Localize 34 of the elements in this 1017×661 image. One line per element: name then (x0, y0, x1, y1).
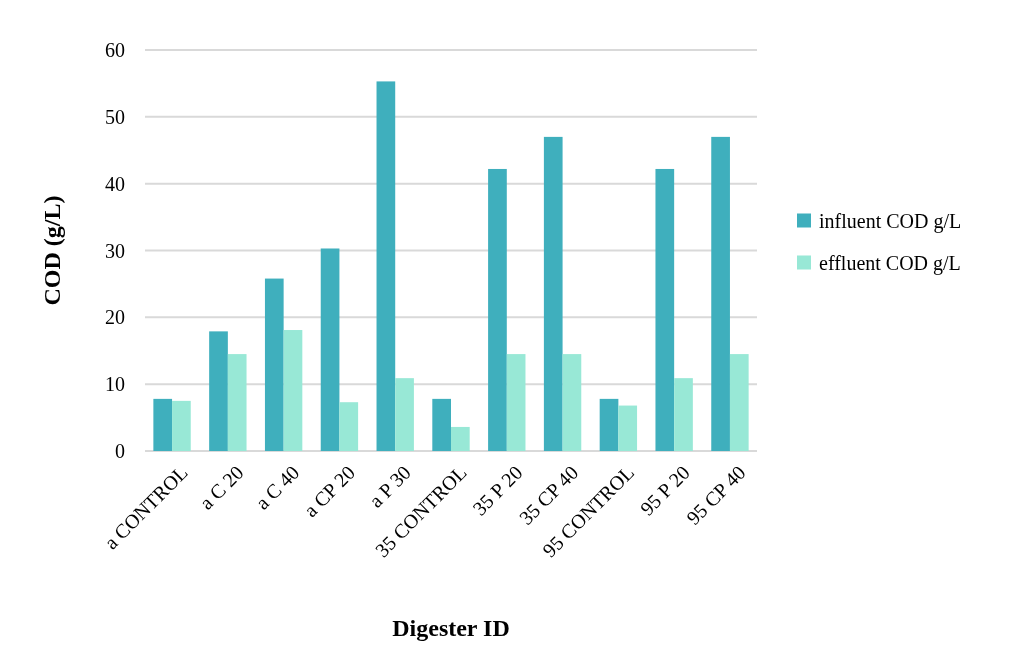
y-tick-label: 30 (105, 239, 125, 262)
bar (432, 398, 451, 451)
bar (264, 278, 284, 451)
y-tick-label: 0 (115, 440, 125, 462)
bar (655, 168, 675, 451)
bar (283, 330, 303, 451)
legend-label: effluent COD g/L (819, 251, 961, 275)
bar (674, 378, 693, 451)
bar (451, 426, 470, 451)
bar (153, 398, 173, 451)
bar (209, 331, 228, 451)
bar (227, 354, 247, 451)
legend-label: influent COD g/L (819, 209, 962, 233)
x-axis-title: Digester ID (392, 615, 510, 641)
y-tick-label: 20 (105, 306, 125, 329)
bar (543, 136, 563, 451)
bar (395, 378, 414, 451)
y-tick-label: 40 (105, 172, 125, 195)
bar (172, 400, 191, 451)
bar (376, 81, 396, 451)
bar (599, 398, 619, 451)
bar (711, 136, 730, 451)
bar (729, 354, 749, 451)
bar (506, 354, 526, 451)
bar (320, 248, 340, 451)
x-tick-label: a C 20 (195, 461, 248, 514)
bar (488, 168, 507, 451)
y-tick-label: 50 (105, 105, 125, 128)
y-tick-label: 60 (105, 39, 125, 61)
bar (618, 405, 638, 451)
y-tick-label: 10 (105, 373, 125, 396)
y-axis-title: COD (g/L) (39, 195, 65, 306)
bar (339, 402, 359, 451)
bar (562, 354, 582, 451)
